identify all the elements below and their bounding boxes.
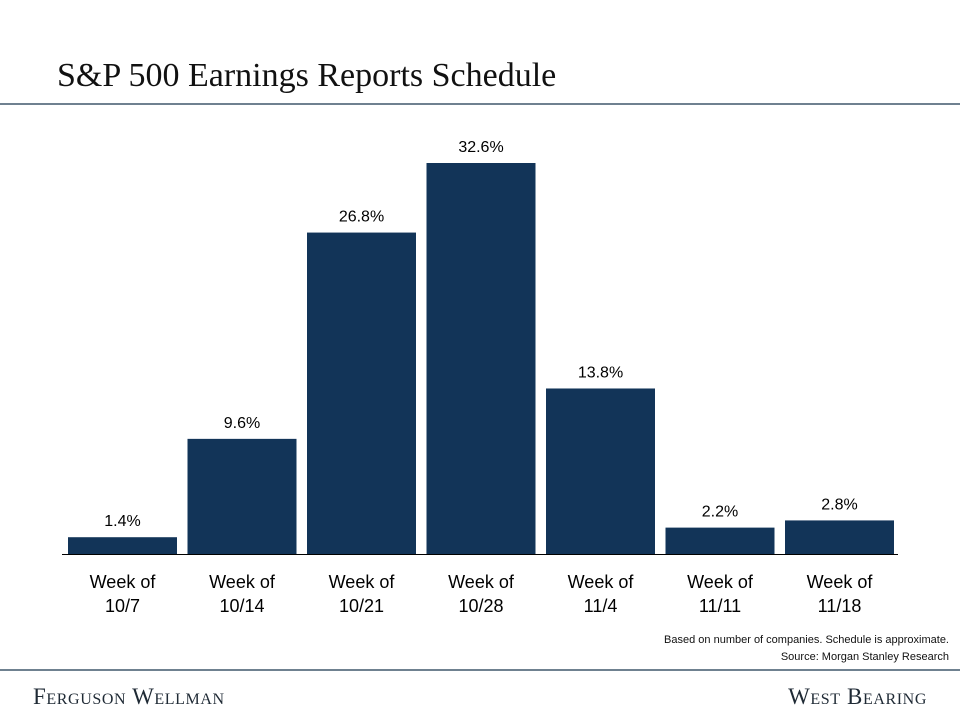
- data-label-1: 9.6%: [224, 415, 260, 432]
- bar-1: [187, 438, 297, 554]
- bar-0: [68, 537, 177, 554]
- bottom-divider: [0, 669, 960, 671]
- x-tick-label-0-line-0: Week of: [90, 572, 157, 592]
- x-tick-label-5-line-0: Week of: [687, 572, 754, 592]
- chart-source: Source: Morgan Stanley Research: [780, 651, 949, 663]
- x-tick-label-2-line-1: 10/21: [339, 596, 384, 616]
- x-tick-label-3-line-0: Week of: [448, 572, 515, 592]
- data-label-3: 32.6%: [458, 139, 503, 156]
- x-tick-label-2-line-0: Week of: [329, 572, 396, 592]
- bar-4: [546, 388, 655, 554]
- x-tick-label-6-line-1: 11/18: [818, 596, 862, 616]
- chart-title: S&P 500 Earnings Reports Schedule: [57, 57, 557, 94]
- chart-note: Based on number of companies. Schedule i…: [664, 634, 949, 646]
- data-label-2: 26.8%: [339, 209, 384, 226]
- bar-2: [307, 232, 416, 554]
- west-bearing-logo: West Bearing: [788, 684, 927, 709]
- bar-3: [426, 163, 536, 554]
- x-tick-label-4-line-1: 11/4: [584, 596, 618, 616]
- data-label-5: 2.2%: [702, 504, 738, 521]
- x-tick-label-4-line-0: Week of: [568, 572, 635, 592]
- x-tick-label-6-line-0: Week of: [807, 572, 874, 592]
- x-tick-label-1-line-0: Week of: [209, 572, 276, 592]
- bar-5: [665, 527, 775, 554]
- x-tick-label-3-line-1: 10/28: [458, 596, 503, 616]
- x-tick-label-0-line-1: 10/7: [105, 596, 140, 616]
- ferguson-wellman-logo: Ferguson Wellman: [33, 684, 225, 709]
- bar-6: [785, 520, 894, 554]
- data-label-0: 1.4%: [104, 513, 140, 530]
- data-label-6: 2.8%: [821, 496, 857, 513]
- x-tick-label-1-line-1: 10/14: [219, 596, 264, 616]
- data-label-4: 13.8%: [578, 364, 623, 381]
- top-divider: [0, 103, 960, 105]
- x-tick-label-5-line-1: 11/11: [699, 596, 741, 616]
